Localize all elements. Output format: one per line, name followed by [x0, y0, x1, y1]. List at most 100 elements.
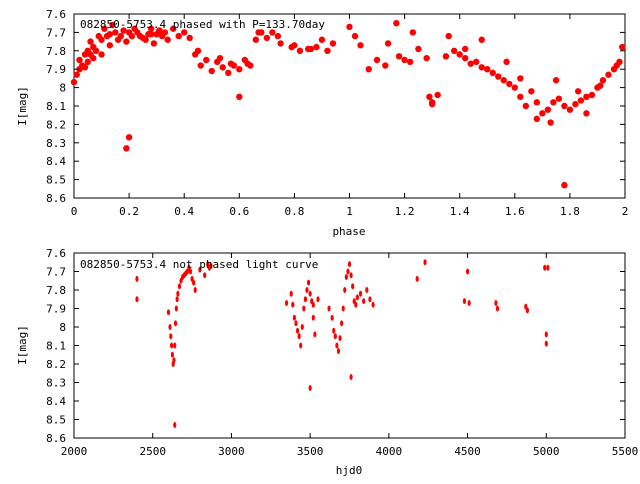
data-point	[511, 84, 518, 91]
data-point	[284, 299, 289, 306]
y-tick-label: 8.4	[46, 395, 66, 408]
data-point	[619, 43, 626, 51]
data-point	[164, 36, 171, 43]
data-point	[355, 294, 359, 301]
data-point	[358, 290, 363, 297]
data-point	[316, 296, 320, 303]
x-tick-label: 0.6	[229, 205, 249, 218]
x-tick-label: 1	[346, 205, 353, 218]
y-tick-label: 7.6	[46, 247, 66, 260]
phased-axis-ticks: 0 0.2 0.4 0.6 0.8 1 1.2 1.4 1.6 1.8 2 7.6 7.7 7.8 7.9 8…	[46, 8, 628, 218]
data-point	[173, 422, 177, 429]
data-point	[423, 54, 430, 62]
data-point	[106, 42, 114, 49]
data-point	[150, 40, 158, 47]
x-tick-label: 0.4	[174, 205, 194, 218]
data-point	[517, 93, 524, 101]
data-point	[306, 279, 311, 286]
data-point	[506, 80, 513, 88]
data-point	[169, 333, 173, 340]
data-point	[583, 110, 590, 117]
y-tick-label: 7.8	[46, 284, 66, 297]
data-point	[87, 38, 94, 45]
data-point	[289, 290, 293, 297]
data-point	[84, 58, 91, 66]
unphased-panel: 2000 2500 3000 3500 4000 4500 5000 5500 7.6 7.7 7.…	[16, 247, 638, 477]
data-point	[255, 29, 262, 36]
data-point	[426, 93, 433, 101]
data-point	[495, 73, 502, 80]
data-point	[177, 283, 182, 290]
unphased-x-axis-label: hjd0	[336, 464, 363, 477]
data-point	[161, 29, 169, 36]
data-point	[456, 51, 463, 58]
x-tick-label: 1.6	[505, 205, 525, 218]
y-tick-label: 7.7	[46, 26, 66, 39]
data-point	[517, 75, 524, 82]
data-point	[106, 31, 114, 38]
data-point	[338, 335, 342, 342]
data-point	[434, 91, 441, 99]
data-point	[547, 119, 554, 126]
data-point	[198, 266, 202, 273]
data-point	[395, 53, 403, 60]
data-point	[188, 268, 193, 275]
y-tick-label: 8	[59, 321, 66, 334]
phased-x-axis-label: phase	[332, 225, 365, 238]
data-point	[73, 71, 80, 78]
data-point	[168, 324, 172, 330]
data-point	[294, 320, 298, 327]
data-point	[123, 145, 130, 152]
y-tick-label: 8.5	[46, 174, 66, 187]
y-tick-label: 8.2	[46, 358, 66, 371]
y-tick-label: 8	[59, 82, 66, 95]
data-point	[169, 25, 177, 32]
data-point	[525, 307, 529, 314]
x-tick-label: 0.8	[284, 205, 304, 218]
data-point	[522, 102, 530, 110]
data-point	[308, 385, 312, 392]
data-point	[346, 23, 353, 31]
y-tick-label: 7.9	[46, 63, 66, 76]
data-point	[193, 287, 197, 293]
data-point	[605, 71, 612, 78]
data-point	[125, 134, 133, 141]
data-point	[577, 97, 585, 104]
data-point	[365, 66, 372, 73]
x-tick-label: 2000	[61, 445, 88, 458]
data-point	[236, 66, 243, 73]
phased-y-axis-label: I[mag]	[16, 86, 29, 126]
data-point	[277, 40, 284, 47]
data-point	[555, 95, 563, 102]
data-point	[415, 275, 419, 282]
data-point	[478, 36, 485, 43]
data-point	[288, 43, 295, 51]
data-point	[313, 43, 320, 51]
data-point	[566, 106, 574, 113]
x-tick-label: 3500	[297, 445, 324, 458]
data-point	[308, 290, 312, 297]
data-point	[561, 181, 568, 189]
unphased-chart-title: 082850-5753.4 not phased light curve	[80, 258, 318, 271]
data-point	[170, 351, 174, 358]
data-point	[409, 29, 417, 36]
y-tick-label: 7.9	[46, 303, 66, 316]
data-point	[341, 305, 345, 312]
y-tick-label: 8.3	[46, 377, 66, 390]
data-point	[181, 29, 188, 36]
data-point	[263, 34, 271, 42]
data-point	[225, 69, 232, 77]
phased-panel: 0 0.2 0.4 0.6 0.8 1 1.2 1.4 1.6 1.8 2 7.6 7.7 7.8 7.9 8…	[16, 8, 628, 238]
data-point	[123, 38, 130, 45]
data-point	[299, 342, 303, 349]
data-point	[473, 58, 480, 66]
y-tick-label: 7.6	[46, 8, 66, 21]
data-point	[588, 91, 596, 99]
x-tick-label: 1.2	[395, 205, 415, 218]
data-point	[462, 298, 467, 305]
data-point	[349, 272, 353, 279]
data-point	[561, 102, 568, 110]
data-point	[173, 342, 177, 349]
data-point	[208, 67, 215, 75]
